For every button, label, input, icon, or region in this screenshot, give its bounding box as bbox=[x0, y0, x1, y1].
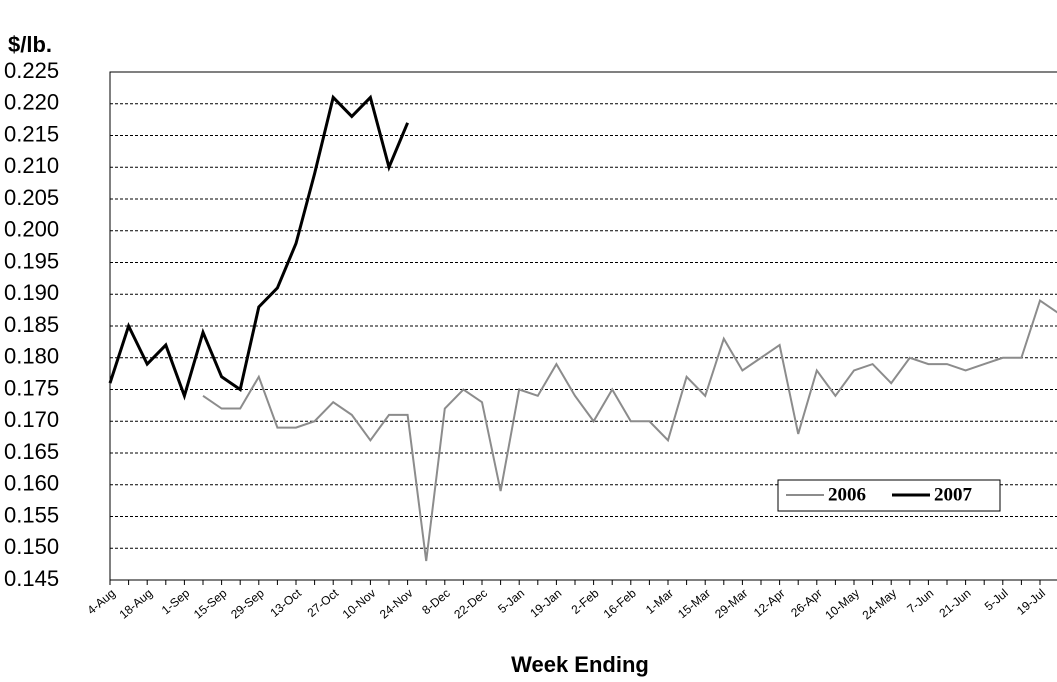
x-tick-label: 15-Sep bbox=[191, 586, 230, 622]
x-tick-label: 29-Sep bbox=[228, 586, 267, 622]
y-axis-label: $/lb. bbox=[8, 32, 52, 57]
legend-label: 2006 bbox=[828, 484, 866, 505]
y-tick-label: 0.155 bbox=[4, 502, 59, 527]
legend-label: 2007 bbox=[934, 484, 973, 505]
x-tick-label: 24-Nov bbox=[377, 586, 416, 622]
y-tick-label: 0.195 bbox=[4, 248, 59, 273]
y-tick-label: 0.165 bbox=[4, 439, 59, 464]
y-tick-label: 0.215 bbox=[4, 121, 59, 146]
plot-frame bbox=[109, 71, 1057, 581]
y-tick-label: 0.175 bbox=[4, 375, 59, 400]
x-tick-label: 26-Apr bbox=[788, 586, 825, 620]
y-tick-label: 0.160 bbox=[4, 471, 59, 496]
y-tick-label: 0.220 bbox=[4, 90, 59, 115]
x-tick-label: 1-Sep bbox=[159, 586, 193, 618]
x-tick-label: 15-Mar bbox=[675, 586, 713, 621]
x-tick-label: 16-Feb bbox=[601, 586, 639, 621]
y-tick-label: 0.185 bbox=[4, 312, 59, 337]
y-tick-label: 0.180 bbox=[4, 344, 59, 369]
x-tick-label: 27-Oct bbox=[305, 586, 342, 620]
x-tick-label: 29-Mar bbox=[712, 586, 750, 621]
x-tick-label: 10-May bbox=[822, 586, 862, 622]
x-tick-label: 19-Jan bbox=[527, 586, 564, 620]
y-tick-label: 0.170 bbox=[4, 407, 59, 432]
series-line bbox=[108, 94, 409, 401]
x-tick-label: 2-Feb bbox=[569, 586, 602, 617]
x-tick-label: 8-Dec bbox=[419, 586, 453, 617]
x-tick-label: 24-May bbox=[860, 586, 900, 622]
x-tick-label: 4-Aug bbox=[84, 586, 118, 617]
y-tick-label: 0.145 bbox=[4, 566, 59, 591]
x-tick-label: 12-Apr bbox=[751, 586, 788, 620]
y-tick-label: 0.225 bbox=[4, 58, 59, 83]
y-tick-label: 0.200 bbox=[4, 217, 59, 242]
x-tick-label: 5-Jul bbox=[982, 586, 1011, 613]
y-tick-label: 0.205 bbox=[4, 185, 59, 210]
y-tick-label: 0.150 bbox=[4, 534, 59, 559]
x-tick-label: 1-Mar bbox=[643, 586, 676, 617]
x-tick-label: 19-Jul bbox=[1014, 586, 1048, 618]
series-line bbox=[202, 299, 1057, 562]
x-axis-label: Week Ending bbox=[511, 652, 649, 677]
x-tick-label: 18-Aug bbox=[117, 586, 156, 622]
x-tick-label: 7-Jun bbox=[904, 586, 936, 616]
y-tick-label: 0.210 bbox=[4, 153, 59, 178]
y-tick-label: 0.190 bbox=[4, 280, 59, 305]
x-tick-label: 21-Jun bbox=[936, 586, 973, 620]
x-tick-label: 13-Oct bbox=[267, 586, 304, 620]
x-tick-label: 22-Dec bbox=[451, 586, 490, 622]
x-tick-label: 10-Nov bbox=[340, 586, 379, 622]
x-tick-label: 5-Jan bbox=[495, 586, 527, 616]
